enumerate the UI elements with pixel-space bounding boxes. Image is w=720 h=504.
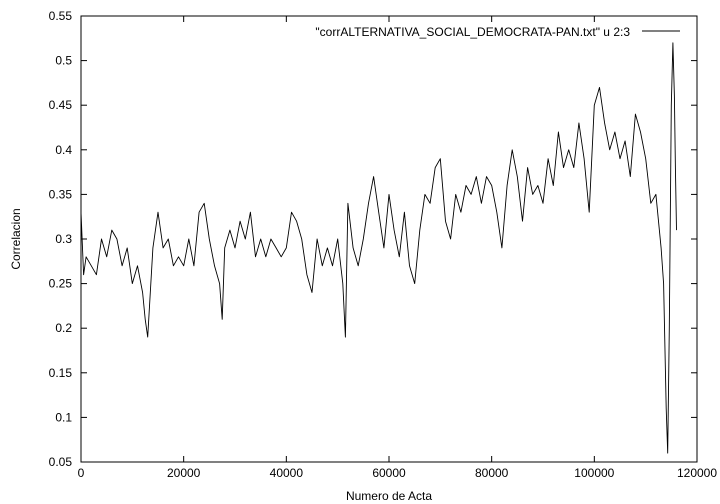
x-tick-label: 80000 — [475, 466, 509, 480]
y-tick-label: 0.2 — [55, 321, 72, 335]
y-tick-label: 0.55 — [49, 9, 73, 23]
y-tick-label: 0.1 — [55, 410, 72, 424]
x-tick-label: 60000 — [372, 466, 406, 480]
series-line — [80, 42, 677, 454]
y-tick-label: 0.35 — [49, 187, 73, 201]
x-tick-label: 120000 — [677, 466, 717, 480]
y-tick-label: 0.25 — [49, 277, 73, 291]
y-tick-label: 0.05 — [49, 455, 73, 469]
x-tick-label: 20000 — [167, 466, 201, 480]
y-tick-label: 0.15 — [49, 366, 73, 380]
x-tick-label: 0 — [78, 466, 85, 480]
x-axis-ticks: 0 20000 40000 60000 80000 100000 120000 — [78, 16, 717, 480]
x-axis-label: Numero de Acta — [346, 489, 432, 503]
y-tick-label: 0.4 — [55, 143, 72, 157]
y-axis-label: Correlacion — [9, 208, 23, 269]
y-tick-label: 0.45 — [49, 98, 73, 112]
y-tick-label: 0.3 — [55, 232, 72, 246]
y-tick-label: 0.5 — [55, 54, 72, 68]
legend: "corrALTERNATIVA_SOCIAL_DEMOCRATA-PAN.tx… — [315, 25, 680, 39]
plot-frame — [80, 15, 698, 463]
x-tick-label: 40000 — [270, 466, 304, 480]
y-axis-ticks: 0.05 0.1 0.15 0.2 0.25 0.3 0.35 0.4 0.45 0.5 0.55 — [49, 9, 697, 469]
legend-label: "corrALTERNATIVA_SOCIAL_DEMOCRATA-PAN.tx… — [315, 25, 630, 39]
x-tick-label: 100000 — [574, 466, 614, 480]
